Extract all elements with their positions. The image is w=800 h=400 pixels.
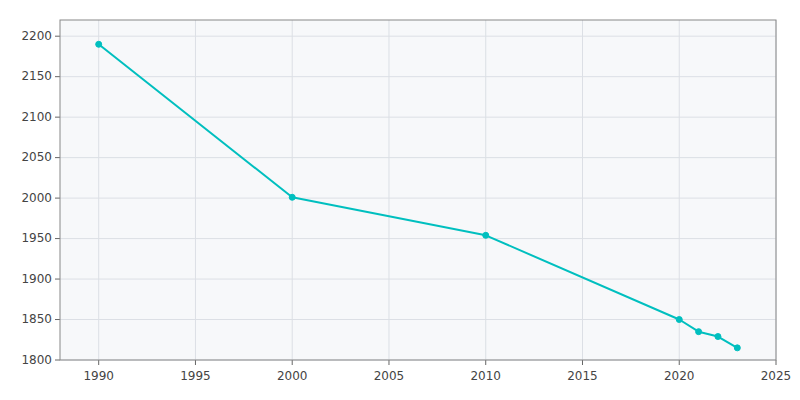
- x-tick-label: 2020: [664, 369, 695, 383]
- y-grid-line: [60, 157, 776, 158]
- point: [676, 317, 682, 323]
- x-tick: [582, 360, 583, 365]
- y-grid-line: [60, 76, 776, 77]
- y-tick-label: 2050: [21, 150, 52, 164]
- y-tick: [55, 198, 60, 199]
- grid: [60, 20, 776, 360]
- line: [99, 44, 738, 348]
- x-grid-line: [679, 20, 680, 360]
- point: [715, 334, 721, 340]
- y-tick: [55, 117, 60, 118]
- plot-background: [60, 20, 776, 360]
- point: [696, 329, 702, 335]
- y-tick: [55, 360, 60, 361]
- series: [96, 41, 741, 351]
- y-grid-line: [60, 36, 776, 37]
- chart-svg: 1800 1850 1900 1950 2000 2050 2100 2150 2200 1990…: [0, 0, 800, 400]
- x-tick: [98, 360, 99, 365]
- y-tick-label: 1850: [21, 312, 52, 326]
- y-tick-label: 2200: [21, 29, 52, 43]
- y-grid-line: [60, 279, 776, 280]
- y-tick-label: 1900: [21, 272, 52, 286]
- y-tick: [55, 279, 60, 280]
- x-tick: [388, 360, 389, 365]
- y-tick: [55, 238, 60, 239]
- y-tick: [55, 76, 60, 77]
- y-tick: [55, 36, 60, 37]
- x-tick-label: 1990: [83, 369, 114, 383]
- x-tick-label: 2000: [277, 369, 308, 383]
- y-grid-line: [60, 198, 776, 199]
- x-grid-line: [292, 20, 293, 360]
- x-grid-line: [195, 20, 196, 360]
- x-tick: [485, 360, 486, 365]
- y-tick-label: 1950: [21, 231, 52, 245]
- x-grid-line: [582, 20, 583, 360]
- x-tick-label: 2005: [374, 369, 405, 383]
- point: [483, 232, 489, 238]
- x-tick-label: 1995: [180, 369, 211, 383]
- y-tick: [55, 157, 60, 158]
- x-tick-label: 2010: [470, 369, 501, 383]
- x-tick-label: 2015: [567, 369, 598, 383]
- x-tick: [195, 360, 196, 365]
- x-grid-line: [98, 20, 99, 360]
- x-tick: [292, 360, 293, 365]
- y-grid-line: [60, 319, 776, 320]
- x-tick: [679, 360, 680, 365]
- y-tick-label: 2150: [21, 69, 52, 83]
- y-tick-label: 2100: [21, 110, 52, 124]
- axes: 1800 1850 1900 1950 2000 2050 2100 2150 2200 1990…: [21, 20, 791, 383]
- chart-container: 1800 1850 1900 1950 2000 2050 2100 2150 2200 1990…: [0, 0, 800, 400]
- x-grid-line: [485, 20, 486, 360]
- x-tick: [776, 360, 777, 365]
- y-grid-line: [60, 238, 776, 239]
- y-grid-line: [60, 117, 776, 118]
- point: [734, 345, 740, 351]
- plot-frame: [60, 20, 776, 360]
- y-tick-label: 2000: [21, 191, 52, 205]
- y-tick: [55, 319, 60, 320]
- x-tick-label: 2025: [761, 369, 792, 383]
- x-grid-line: [388, 20, 389, 360]
- y-tick-label: 1800: [21, 353, 52, 367]
- point: [96, 41, 102, 47]
- point: [289, 194, 295, 200]
